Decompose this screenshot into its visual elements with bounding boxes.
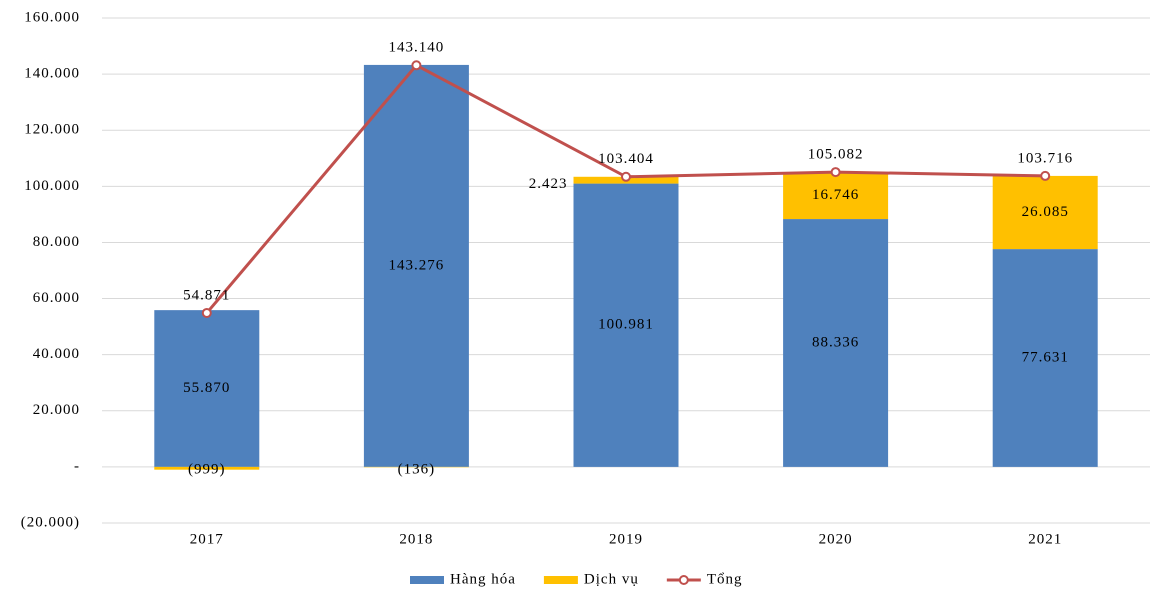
x-tick-label: 2021 [1028,531,1062,547]
legend-label: Dịch vụ [584,571,639,587]
x-tick-label: 2017 [190,531,224,547]
data-label: 100.981 [598,317,654,333]
bar-segment [154,466,260,470]
bar-segment [992,249,1098,467]
y-tick-label: 140.000 [24,66,80,82]
data-label: 105.082 [808,147,864,163]
bar-segment [154,310,260,467]
total-marker [621,171,631,182]
total-marker [1040,170,1051,181]
y-tick-label: 100.000 [24,178,80,194]
data-label: 88.336 [812,334,859,350]
bar-segment [783,219,889,467]
y-tick-label: 20.000 [33,402,80,418]
y-tick-label: 120.000 [24,122,80,138]
total-marker [411,60,422,71]
data-label: 77.631 [1022,349,1069,365]
legend-label: Tổng [707,571,743,587]
bar-segment [783,172,889,220]
data-label: 103.404 [598,151,654,167]
data-label: (136) [398,461,436,477]
legend-swatch [543,576,578,584]
data-label: 143.140 [389,40,445,56]
x-tick-label: 2018 [399,531,433,547]
bar-segment [363,64,469,467]
data-label: 54.871 [183,287,230,303]
data-label: (999) [188,461,226,477]
data-label: 16.746 [812,187,859,203]
y-tick-label: - [74,458,80,474]
y-tick-label: (20.000) [21,514,80,530]
data-label: 103.716 [1017,150,1073,166]
data-label: 2.423 [529,176,568,192]
x-tick-label: 2019 [609,531,643,547]
total-marker [201,307,212,318]
y-tick-label: 40.000 [33,346,80,362]
legend-swatch [410,576,444,584]
y-tick-label: 160.000 [24,9,80,25]
bar-segment [573,183,679,467]
legend-swatch [678,575,689,585]
y-tick-label: 60.000 [33,290,80,306]
x-tick-label: 2020 [819,531,853,547]
legend-label: Hàng hóa [450,571,516,587]
data-label: 55.870 [183,380,230,396]
y-tick-label: 80.000 [33,234,80,250]
data-label: 26.085 [1022,204,1069,220]
data-label: 143.276 [389,257,445,273]
total-marker [830,167,841,178]
bar-segment [992,175,1098,250]
